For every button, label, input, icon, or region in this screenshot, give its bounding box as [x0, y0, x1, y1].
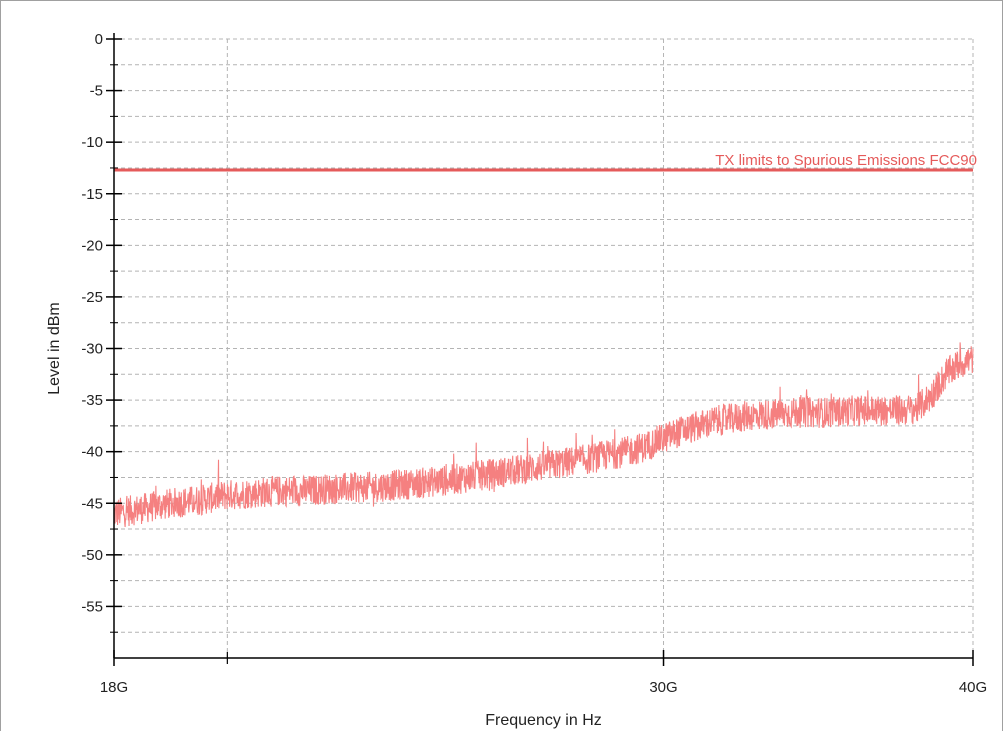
y-tick-label: -40: [81, 444, 103, 461]
axes: 0 -5 -10 -15 -20 -25 -30 -35 -40 -45 -50 -55 18G 30G 4…: [81, 31, 987, 696]
grid: [114, 38, 974, 658]
y-tick-label: -35: [81, 392, 103, 409]
y-axis-title: Level in dBm: [46, 302, 63, 395]
limit-layer: TX limits to Spurious Emissions FCC90: [114, 152, 977, 172]
y-tick-label: 0: [95, 31, 103, 48]
y-tick-label: -5: [90, 83, 103, 100]
y-tick-label: -50: [81, 547, 103, 564]
x-tick-label: 30G: [649, 679, 677, 696]
limit-line-label: TX limits to Spurious Emissions FCC90: [715, 152, 977, 169]
x-tick-label: 40G: [959, 679, 987, 696]
x-axis-title: Frequency in Hz: [485, 712, 602, 729]
y-tick-label: -20: [81, 237, 103, 254]
series-layer: [113, 342, 974, 527]
y-tick-label: -55: [81, 598, 103, 615]
series-line: [113, 342, 974, 527]
y-tick-label: -25: [81, 289, 103, 306]
y-tick-label: -15: [81, 186, 103, 203]
y-tick-label: -45: [81, 495, 103, 512]
y-tick-label: -10: [81, 134, 103, 151]
x-tick-label: 18G: [100, 679, 128, 696]
y-tick-label: -30: [81, 341, 103, 358]
